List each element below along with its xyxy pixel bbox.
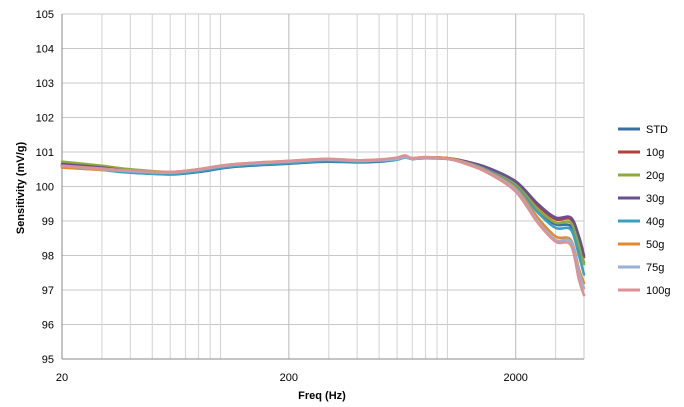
series-lines [60,154,586,297]
legend-label: 40g [646,216,664,228]
y-axis-label: Sensitivity (mV/g) [15,142,27,235]
legend-item: 75g [618,262,664,274]
y-tick-label: 95 [42,354,54,366]
legend-label: 10g [646,147,664,159]
legend-label: 100g [646,285,670,297]
legend-item: 100g [618,285,670,297]
gridlines [61,13,585,360]
legend-item: 50g [618,239,664,251]
tick-labels: 95 96 97 98 99 100 101 102 103 104 105 20 200 2000 [36,9,528,384]
series-line-100g [60,154,586,297]
x-tick-label: 200 [280,372,298,384]
legend: STD 10g 20g 30g 40g 50g 75g 100g [618,124,670,297]
y-tick-label: 103 [36,78,54,90]
y-tick-label: 100 [36,182,54,194]
legend-item: 30g [618,193,664,205]
x-axis-label: Freq (Hz) [298,390,346,402]
y-tick-label: 102 [36,113,54,125]
y-tick-label: 97 [42,285,54,297]
legend-item: STD [618,124,668,136]
x-tick-label: 2000 [503,372,527,384]
legend-label: 30g [646,193,664,205]
y-tick-label: 101 [36,147,54,159]
legend-label: 75g [646,262,664,274]
legend-item: 20g [618,170,664,182]
y-tick-label: 96 [42,320,54,332]
legend-item: 10g [618,147,664,159]
legend-label: 50g [646,239,664,251]
legend-item: 40g [618,216,664,228]
y-tick-label: 104 [36,44,54,56]
x-tick-label: 20 [56,372,68,384]
y-tick-label: 98 [42,251,54,263]
axes [61,14,585,360]
legend-label: 20g [646,170,664,182]
y-tick-label: 105 [36,9,54,21]
y-tick-label: 99 [42,216,54,228]
legend-label: STD [646,124,668,136]
